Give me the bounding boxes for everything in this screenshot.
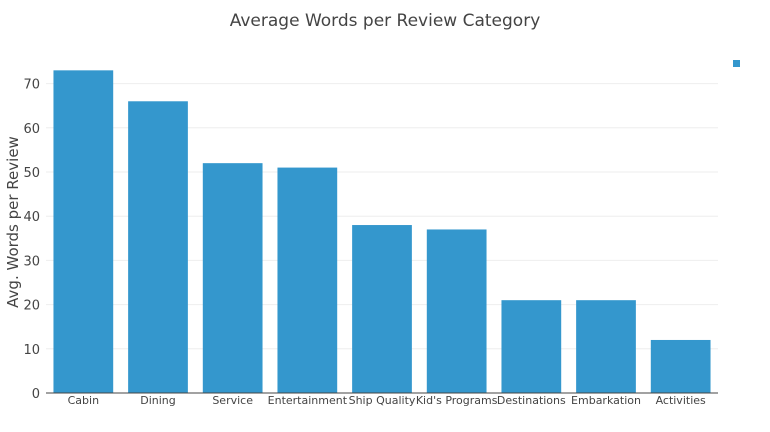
legend-swatch[interactable] [733,60,740,67]
y-axis-ticks: 0 10 20 30 40 50 60 70 [23,78,40,402]
x-tick-label: Entertainment [268,394,348,407]
y-tick-label: 40 [23,210,40,225]
chart-title: Average Words per Review Category [230,11,541,31]
y-axis-title: Avg. Words per Review [4,136,22,308]
x-axis-ticks: Cabin Dining Service Entertainment Ship Qual… [68,394,706,407]
x-tick-label: Embarkation [571,394,641,407]
x-tick-label: Destinations [497,394,566,407]
bar-dining[interactable] [128,101,188,393]
y-tick-label: 50 [23,166,40,181]
y-tick-label: 0 [32,387,40,402]
y-tick-label: 20 [23,299,40,314]
y-tick-label: 60 [23,122,40,137]
x-tick-label: Dining [140,394,176,407]
x-tick-label: Ship Quality [349,394,416,407]
bar-cabin[interactable] [53,70,114,393]
bar-destinations[interactable] [501,300,562,393]
x-tick-label: Service [212,394,253,407]
x-tick-label: Kid's Programs [416,394,498,407]
bar-service[interactable] [202,163,263,393]
bar-embarkation[interactable] [576,300,636,393]
bars [53,70,711,393]
bar-entertainment[interactable] [277,167,338,393]
bar-activities[interactable] [650,339,711,393]
bar-kid-s-programs[interactable] [426,229,487,393]
bar-ship-quality[interactable] [352,225,412,393]
y-tick-label: 70 [23,78,40,93]
y-tick-label: 30 [23,254,40,269]
y-tick-label: 10 [23,343,40,358]
x-tick-label: Activities [656,394,706,407]
x-tick-label: Cabin [68,394,99,407]
